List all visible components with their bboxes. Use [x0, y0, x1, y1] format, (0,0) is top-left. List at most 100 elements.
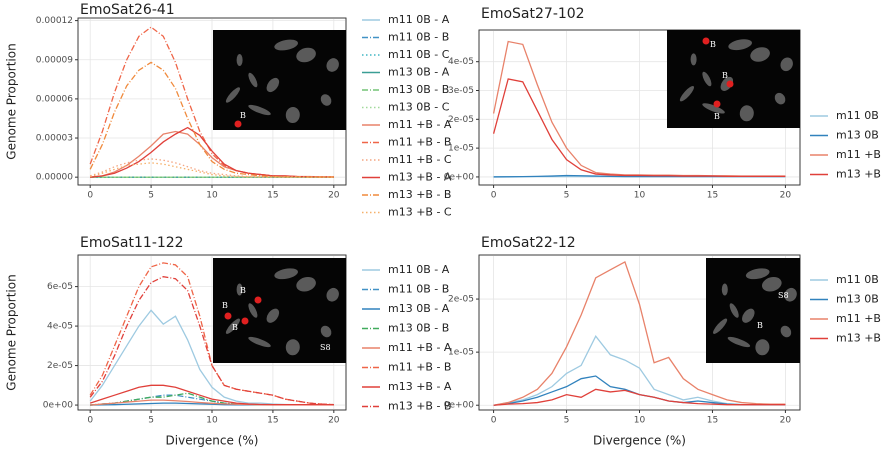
y-tick-label: 1e-05 — [448, 144, 474, 154]
chromosome — [296, 276, 316, 292]
x-tick-label: 0 — [87, 416, 93, 426]
y-tick-label: 0e+00 — [444, 401, 475, 411]
chromosome — [320, 94, 332, 106]
legend-label: m11 +B - A — [388, 118, 452, 131]
x-tick-label: 20 — [328, 191, 340, 201]
legend-label: m11 0B - C — [388, 48, 450, 61]
legend-label: m13 0B — [836, 129, 879, 142]
chromosome — [702, 71, 712, 87]
chromosome — [248, 104, 271, 116]
y-tick-label: 0e+00 — [43, 401, 74, 411]
x-tick-label: 20 — [328, 416, 340, 426]
chromosome — [266, 77, 280, 93]
x-axis-title: Divergence (%) — [593, 434, 686, 448]
x-tick-label: 0 — [87, 191, 93, 201]
chromosome — [755, 339, 770, 356]
x-tick-label: 15 — [707, 191, 718, 201]
x-tick-label: 10 — [634, 416, 646, 426]
chromosome — [248, 336, 271, 348]
series-line — [90, 162, 334, 178]
chromosome — [745, 268, 770, 280]
legend-label: m11 +B - C — [388, 153, 452, 166]
chromosome — [248, 303, 258, 318]
chromosome — [320, 325, 332, 338]
chromosome — [774, 92, 786, 105]
legend-label: m13 +B — [836, 332, 881, 345]
series-line — [89, 262, 334, 406]
chromosome — [739, 105, 754, 122]
y-tick-label: 0.00009 — [36, 55, 73, 65]
chart-title: EmoSat26-41 — [80, 2, 175, 18]
chromosome — [728, 39, 752, 51]
legend-label: m13 0B - A — [388, 302, 450, 315]
y-tick-label: 0e+00 — [444, 172, 475, 182]
x-tick-label: 20 — [780, 191, 792, 201]
legend-label: m13 0B - A — [388, 66, 450, 79]
inset-label: B — [757, 321, 763, 330]
chromosome — [236, 54, 243, 66]
y-tick-label: 6e-05 — [47, 282, 73, 292]
y-tick-label: 2e-05 — [448, 115, 474, 125]
legend-label: m13 +B - B — [388, 400, 451, 413]
b-chromosome-signal — [234, 120, 242, 128]
chromosome — [729, 303, 739, 318]
x-tick-label: 15 — [707, 416, 718, 426]
legend-label: m13 +B - A — [388, 171, 452, 184]
inset-label: B — [222, 301, 228, 310]
x-tick-label: 5 — [148, 416, 154, 426]
legend-label: m11 0B — [836, 273, 879, 286]
series-line — [492, 78, 786, 178]
x-tick-label: 0 — [491, 191, 497, 201]
legend-label: m11 0B - A — [388, 13, 450, 26]
chromosome — [679, 86, 695, 102]
legend-label: m13 0B — [836, 293, 879, 306]
series-line — [89, 61, 334, 178]
legend-label: m13 0B - C — [388, 101, 450, 114]
legend-label: m11 +B - A — [388, 341, 452, 354]
chromosome — [727, 336, 751, 348]
y-axis-title: Genome Proportion — [5, 274, 19, 390]
x-tick-label: 20 — [780, 416, 792, 426]
y-tick-label: 3e-05 — [448, 86, 474, 96]
chromosome — [274, 268, 298, 280]
chromosome — [274, 39, 298, 51]
legend-label: m11 +B - B — [388, 136, 451, 149]
y-tick-label: 0.00003 — [36, 134, 73, 144]
series-line — [89, 384, 334, 406]
x-tick-label: 5 — [564, 191, 570, 201]
y-tick-label: 1e-05 — [448, 348, 474, 358]
inset-label: B — [240, 111, 246, 120]
legend-label: m11 0B - B — [388, 283, 449, 296]
series-line — [493, 260, 786, 406]
b-chromosome-signal — [241, 317, 249, 325]
chromosome — [266, 308, 280, 323]
inset-label: B — [240, 286, 246, 295]
legend-label: m13 +B - C — [388, 206, 452, 219]
y-tick-label: 4e-05 — [448, 57, 474, 67]
legend-label: m13 +B - A — [388, 380, 452, 393]
x-tick-label: 10 — [634, 191, 646, 201]
chromosome — [721, 283, 728, 296]
x-tick-label: 10 — [206, 191, 218, 201]
b-chromosome-signal — [254, 296, 262, 304]
x-tick-label: 15 — [267, 416, 278, 426]
x-tick-label: 10 — [206, 416, 218, 426]
legend-label: m11 0B - A — [388, 263, 450, 276]
series-line — [493, 388, 786, 406]
inset-label: B — [232, 323, 238, 332]
y-tick-label: 0.00006 — [36, 94, 73, 104]
y-tick-label: 2e-05 — [448, 295, 474, 305]
chromosome — [285, 339, 300, 356]
inset-label: B — [714, 112, 720, 121]
legend-label: m13 +B - B — [388, 188, 451, 201]
chromosome — [236, 283, 243, 296]
chromosome — [761, 276, 782, 292]
b-chromosome-signal — [726, 80, 734, 88]
chromosome — [690, 53, 697, 66]
chromosome — [296, 47, 316, 63]
x-tick-label: 5 — [148, 191, 154, 201]
legend-label: m11 +B — [836, 312, 881, 325]
y-tick-label: 0.00000 — [36, 173, 73, 183]
inset-label: B — [722, 71, 728, 80]
